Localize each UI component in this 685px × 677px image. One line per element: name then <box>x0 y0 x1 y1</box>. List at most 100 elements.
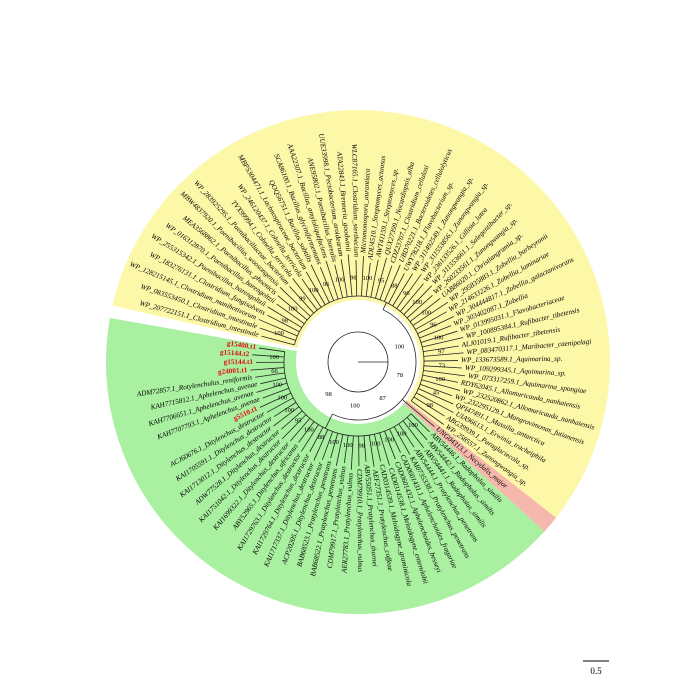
support-value: 100 <box>274 330 284 337</box>
branch <box>361 256 364 297</box>
branch <box>298 421 315 443</box>
support-value: 95 <box>378 278 385 285</box>
branch <box>267 314 300 333</box>
support-value: 88 <box>391 283 398 290</box>
stem <box>382 302 387 310</box>
branch <box>276 303 305 324</box>
branch <box>384 430 396 460</box>
branch <box>281 414 307 440</box>
support-value: 100 <box>363 275 373 282</box>
clade-sector <box>106 318 545 615</box>
root-support-value: 100 <box>394 343 404 350</box>
root-support-value: 87 <box>379 395 386 402</box>
branch <box>423 352 464 357</box>
support-value: 100 <box>371 441 381 448</box>
support-value: 96 <box>403 290 410 297</box>
leaf-label: WP_133673589.1_Aquimarina_sp. <box>461 355 563 364</box>
branch <box>402 420 424 448</box>
leaf-label: CDM79910.1_Pratylenchus_vulnus <box>355 469 364 572</box>
support-value: 100 <box>269 354 279 361</box>
branch <box>400 283 424 312</box>
branch <box>379 432 390 466</box>
branch <box>422 374 459 383</box>
support-value: 97 <box>438 348 445 355</box>
branch <box>281 410 303 430</box>
branch <box>410 413 430 433</box>
branch <box>411 400 444 425</box>
branch <box>261 335 295 346</box>
support-value: 100 <box>288 306 298 313</box>
branch <box>389 428 401 453</box>
support-value: 100 <box>435 376 445 383</box>
branch <box>255 372 285 378</box>
support-value: 98 <box>282 317 289 324</box>
support-value: 95 <box>295 418 302 425</box>
branch <box>340 259 348 297</box>
support-value: 100 <box>408 422 418 429</box>
branch <box>355 260 358 297</box>
branch <box>365 262 371 297</box>
support-value: 100 <box>309 287 319 294</box>
support-value: 100 <box>397 430 407 437</box>
support-value: 66 <box>271 368 278 375</box>
branch <box>421 379 461 391</box>
branch <box>309 427 324 453</box>
branch <box>418 388 454 405</box>
branch <box>252 354 285 358</box>
branch <box>406 294 433 319</box>
branch <box>301 278 322 308</box>
branch <box>419 325 452 339</box>
branch <box>398 423 415 448</box>
branch <box>292 278 318 311</box>
branch <box>423 345 459 353</box>
leaf-label: g15144.t2 <box>220 348 250 358</box>
support-value: 88 <box>318 434 325 441</box>
branch <box>258 319 298 337</box>
branch <box>423 370 466 377</box>
branch <box>273 402 297 417</box>
support-value: 73 <box>439 362 446 369</box>
support-value: 100 <box>329 439 339 446</box>
root-support-value: 100 <box>350 402 360 409</box>
branch <box>420 330 458 343</box>
branch <box>375 257 387 299</box>
branch <box>412 301 449 326</box>
support-value: 100 <box>421 309 431 316</box>
branch <box>325 260 339 300</box>
branch <box>379 265 393 300</box>
support-value: 100 <box>384 437 394 444</box>
branch <box>277 295 308 321</box>
support-value: 45 <box>433 390 440 397</box>
branch <box>368 435 375 467</box>
support-value: 100 <box>284 407 294 414</box>
branch <box>416 392 454 413</box>
branch <box>383 264 401 302</box>
branch <box>406 417 428 441</box>
branch <box>415 311 447 330</box>
branch <box>335 434 344 466</box>
stem <box>402 399 412 408</box>
branch <box>413 396 445 417</box>
support-value: 100 <box>304 427 314 434</box>
branch <box>419 383 453 397</box>
root-support-value: 78 <box>397 372 404 379</box>
branch <box>279 287 311 317</box>
branch <box>289 286 314 314</box>
branch <box>334 264 344 298</box>
support-value: 96 <box>430 321 437 328</box>
leaf-label: g15144.t1 <box>224 358 254 366</box>
branch <box>259 327 296 341</box>
clade-arc <box>283 351 412 437</box>
branch <box>322 431 334 460</box>
branch <box>320 267 335 301</box>
branch <box>310 264 330 303</box>
branch <box>374 434 382 462</box>
root-arc <box>332 309 417 421</box>
branch <box>267 306 302 328</box>
branch <box>396 274 422 309</box>
branch <box>363 435 367 462</box>
branch <box>403 285 432 315</box>
scale-label: 0.5 <box>590 666 602 676</box>
branch <box>273 406 300 427</box>
branch <box>266 397 294 413</box>
